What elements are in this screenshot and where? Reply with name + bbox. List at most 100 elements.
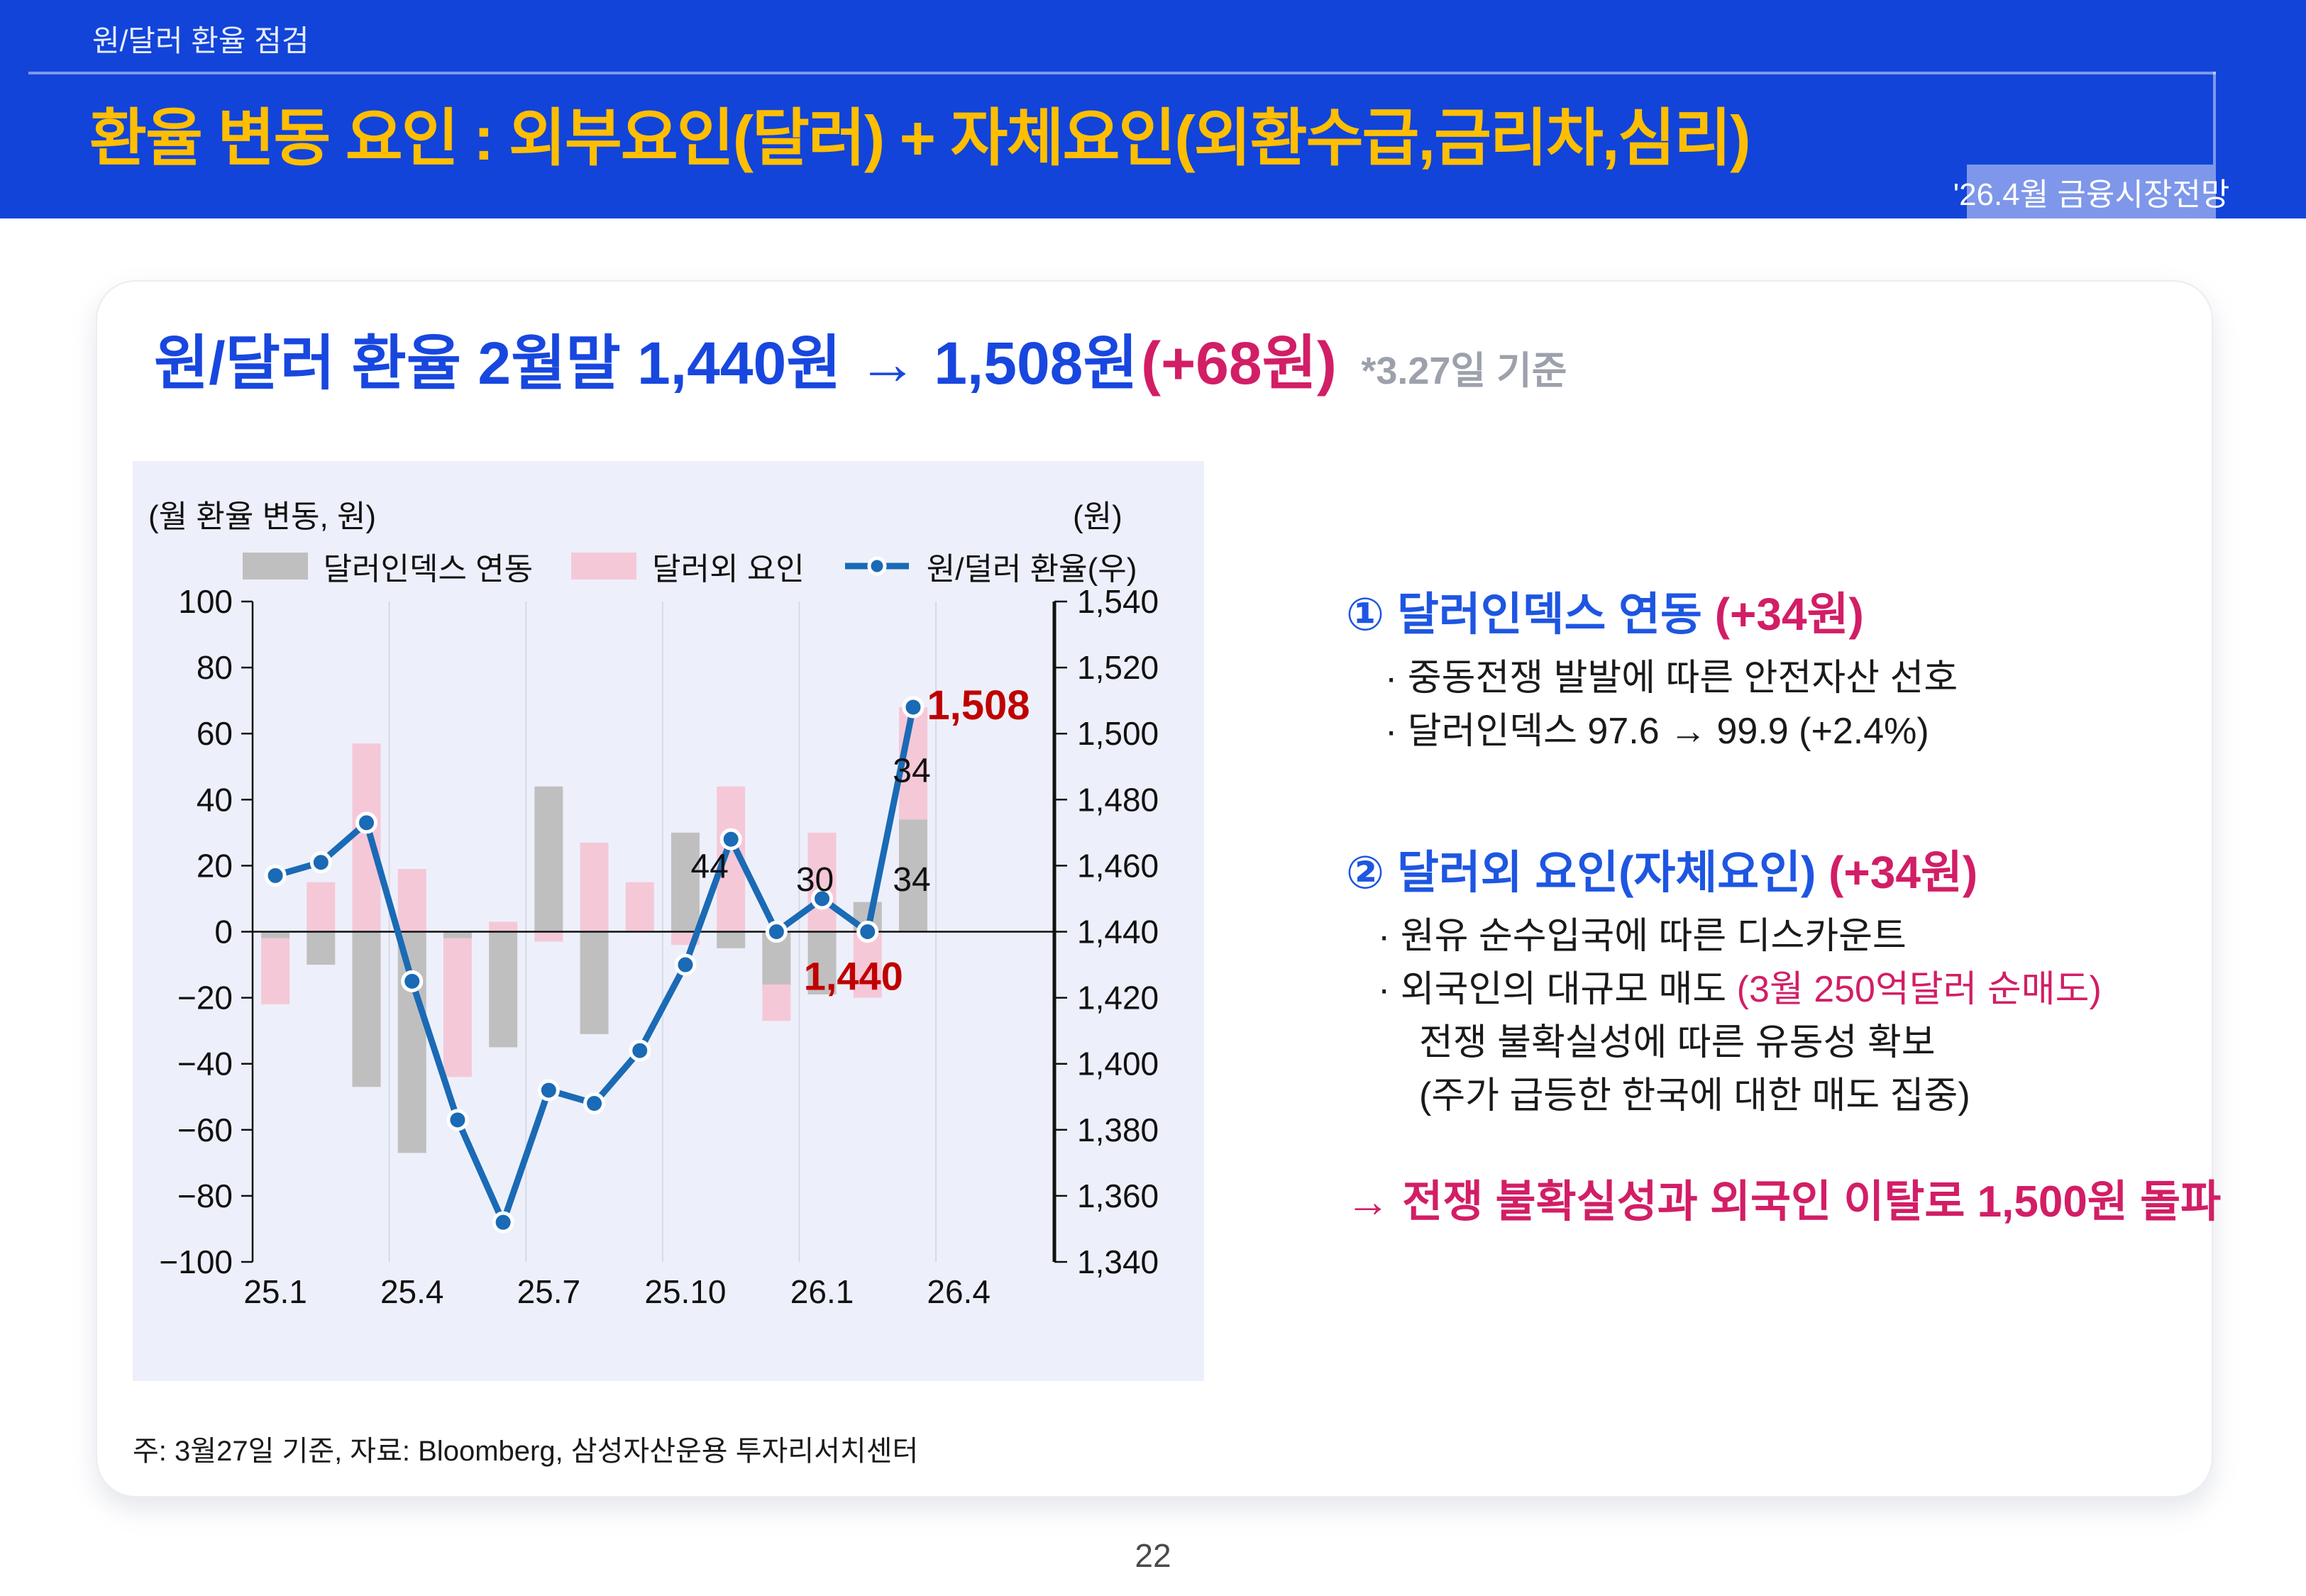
chart-text: 1,380 [1077, 1112, 1159, 1148]
section-delta: (+34원) [1828, 847, 1978, 898]
chart-text: 1,540 [1077, 583, 1159, 620]
section-title: 달러인덱스 연동 [1396, 589, 1702, 640]
section-1-bullets: · 중동전쟁 발발에 따른 안전자산 선호 · 달러인덱스 97.6 → 99.… [1385, 652, 1958, 758]
bar-non-dollar-factor [807, 832, 837, 932]
rate-dot [765, 921, 788, 943]
rate-dot [674, 953, 697, 976]
legend-label: 달러외 요인 [652, 552, 805, 587]
breadcrumb: 원/달러 환율 점검 [92, 24, 309, 57]
section-number: ② [1346, 847, 1385, 898]
rate-dot [264, 864, 287, 887]
bar-non-dollar-factor [489, 921, 518, 932]
chart-text: 30 [796, 861, 834, 899]
bar-dollar-index [443, 931, 472, 938]
legend-swatch-pink [571, 553, 637, 580]
legend-label: 달러인덱스 연동 [323, 552, 534, 587]
headline-main: 원/달러 환율 2월말 1,440원 → 1,508원 [154, 330, 1138, 397]
chart-text: 34 [893, 752, 930, 789]
chart-text: 26.4 [927, 1273, 991, 1310]
bar-non-dollar-factor [352, 743, 381, 932]
bar-dollar-index [717, 931, 746, 948]
chart-text: −100 [159, 1243, 233, 1280]
chart-text: 1,520 [1077, 649, 1159, 686]
section-title: 달러외 요인(자체요인) [1396, 847, 1816, 898]
bullet-line: (주가 급등한 한국에 대한 매도 집중) [1419, 1075, 1970, 1116]
rate-dot [355, 811, 378, 834]
page-title: 환율 변동 요인 : 외부요인(달러) + 자체요인(외환수급,금리차,심리) [89, 103, 1751, 173]
chart-text: 1,440 [804, 954, 903, 999]
bar-dollar-index [307, 931, 336, 965]
chart-plot: −100 −80 −60 −40 −20 0 20 40 60 80 100 1,340 1,360 1,… [159, 583, 1159, 1310]
rate-dot [811, 887, 834, 910]
chart-text: −20 [177, 980, 233, 1016]
chart-text: 44 [690, 848, 728, 885]
right-axis-unit-label: (원) [1073, 499, 1122, 534]
bar-non-dollar-factor [762, 984, 791, 1021]
legend-swatch-gray [242, 553, 308, 580]
rate-dot [309, 851, 332, 874]
bar-non-dollar-factor [443, 938, 472, 1077]
chart-legend: 달러인덱스 연동 달러외 요인 원/덜러 환율(우) [175, 543, 1204, 589]
bullet-line: · 중동전쟁 발발에 따른 안전자산 선호 [1385, 658, 1958, 699]
bar-non-dollar-factor [580, 842, 609, 932]
bullet-line: · 달러인덱스 97.6 → 99.9 (+2.4%) [1385, 711, 1929, 752]
chart-text: 1,480 [1077, 781, 1159, 818]
bar-non-dollar-factor [307, 882, 336, 932]
chart-text: 1,440 [1077, 914, 1159, 951]
chart-text: 100 [178, 583, 233, 620]
chart-text: 1,360 [1077, 1177, 1159, 1214]
chart-text: 34 [893, 861, 930, 899]
report-badge: '26.4월 금융시장전망 [1953, 165, 2229, 218]
rate-dot [492, 1211, 514, 1234]
legend-item-exchange-rate: 원/덜러 환율(우) [843, 543, 1137, 589]
chart-text: 80 [197, 649, 233, 686]
page-number: 22 [1135, 1537, 1171, 1574]
chart-text: 25.7 [517, 1273, 581, 1310]
bar-non-dollar-factor [625, 882, 654, 932]
header-divider-vertical [2213, 72, 2216, 166]
rate-dot [629, 1039, 651, 1062]
header-band: 원/달러 환율 점검 환율 변동 요인 : 외부요인(달러) + 자체요인(외환… [0, 0, 2306, 218]
bar-dollar-index [489, 931, 518, 1048]
bar-non-dollar-factor [534, 931, 563, 942]
section-number: ① [1346, 589, 1385, 640]
rate-dot [583, 1092, 606, 1115]
bar-dollar-index [352, 931, 381, 1087]
chart-text: 25.1 [243, 1273, 307, 1310]
chart-text: −80 [177, 1177, 233, 1214]
legend-item-non-dollar-factor: 달러외 요인 [571, 543, 805, 589]
header-divider [28, 72, 2216, 74]
bar-non-dollar-factor [397, 869, 426, 932]
chart-text: 40 [197, 781, 233, 818]
chart-text: 1,420 [1077, 980, 1159, 1016]
rate-dot [537, 1079, 560, 1102]
conclusion-line: → 전쟁 불확실성과 외국인 이탈로 1,500원 돌파 [1346, 1177, 2222, 1226]
chart-text: 1,340 [1077, 1243, 1159, 1280]
legend-item-dollar-index: 달러인덱스 연동 [242, 543, 534, 589]
chart-text: 60 [197, 715, 233, 752]
legend-line-marker-icon [844, 556, 909, 576]
chart-text: 26.1 [790, 1273, 854, 1310]
section-2-heading: ② 달러외 요인(자체요인) (+34원) [1346, 836, 1977, 902]
chart-text: 25.10 [644, 1273, 726, 1310]
chart-text: 1,500 [1077, 715, 1159, 752]
bar-dollar-index [807, 931, 837, 994]
section-2-bullets: · 원유 순수입국에 따른 디스카운트 · 외국인의 대규모 매도 (3월 25… [1378, 910, 2102, 1123]
rate-dot [401, 970, 424, 992]
source-footnote: 주: 3월27일 기준, 자료: Bloomberg, 삼성자산운용 투자리서치… [133, 1436, 919, 1467]
rate-dot [856, 921, 879, 943]
exchange-rate-chart: (월 환율 변동, 원) (원) 달러인덱스 연동 달러외 요인 원/덜러 환율… [133, 461, 1204, 1381]
bullet-line: · 외국인의 대규모 매도 (3월 250억달러 순매도) [1378, 969, 2102, 1010]
bullet-line: · 원유 순수입국에 따른 디스카운트 [1378, 916, 1907, 957]
chart-text: 25.4 [380, 1273, 444, 1310]
rate-dot [446, 1109, 469, 1131]
chart-text: 20 [197, 847, 233, 884]
bar-dollar-index [671, 832, 700, 932]
bar-dollar-index [534, 786, 563, 932]
bullet-line: 전쟁 불확실성에 따른 유동성 확보 [1419, 1022, 1936, 1063]
left-axis-unit-label: (월 환율 변동, 원) [148, 499, 377, 534]
chart-text: 0 [214, 914, 233, 951]
chart-text: 1,460 [1077, 847, 1159, 884]
content-card: 원/달러 환율 2월말 1,440원 → 1,508원 (+68원) *3.27… [96, 280, 2221, 1497]
